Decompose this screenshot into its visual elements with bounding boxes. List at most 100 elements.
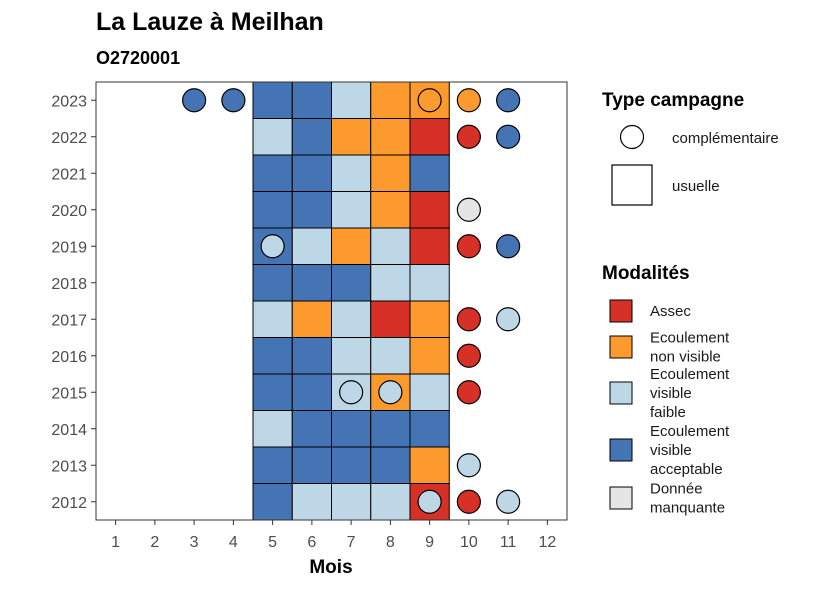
- chart-subtitle: O2720001: [96, 48, 180, 68]
- tile-2020-9: [409, 191, 450, 229]
- point-2019-11: [496, 234, 521, 259]
- point-2022-11: [496, 124, 521, 149]
- tile-2014-8: [370, 410, 411, 448]
- point-2016-10: [456, 343, 481, 368]
- legend-label-manquante-1: manquante: [650, 500, 725, 517]
- point-2019-10: [456, 234, 481, 259]
- x-tick-label-9: 9: [425, 534, 434, 551]
- tile-2023-8: [370, 81, 411, 119]
- point-2012-9: [417, 489, 442, 514]
- point-2012-11: [496, 489, 521, 514]
- point-2015-10: [456, 380, 481, 405]
- point-2013-10: [456, 453, 481, 478]
- tile-2018-8: [370, 264, 411, 302]
- tile-2013-7: [331, 446, 372, 484]
- legend-label-efaible-0: Ecoulement: [650, 366, 730, 383]
- x-axis-title: Mois: [309, 557, 352, 578]
- legend-label-manquante-0: Donnée: [650, 481, 703, 498]
- tile-2021-9: [409, 154, 450, 192]
- legend-key-assec: [609, 299, 633, 323]
- tile-2013-5: [252, 446, 293, 484]
- point-2017-10: [456, 307, 481, 332]
- tile-2012-5: [252, 483, 293, 521]
- tile-2012-6: [291, 483, 332, 521]
- tile-2019-6: [291, 227, 332, 265]
- y-tick-label-2017: 2017: [51, 312, 87, 329]
- legend-label-eacceptable-0: Ecoulement: [650, 423, 730, 440]
- y-tick-label-2013: 2013: [51, 458, 87, 475]
- y-tick-label-2016: 2016: [51, 349, 87, 366]
- tile-2018-9: [409, 264, 450, 302]
- tile-2023-7: [331, 81, 372, 119]
- legend-key-enonvisible: [609, 335, 633, 359]
- tile-2023-5: [252, 81, 293, 119]
- legend-key-manquante: [609, 486, 633, 510]
- tile-2018-7: [331, 264, 372, 302]
- tile-2018-6: [291, 264, 332, 302]
- y-tick-label-2021: 2021: [51, 166, 87, 183]
- tile-2021-7: [331, 154, 372, 192]
- legend-square-key: [611, 164, 653, 206]
- tile-2012-7: [331, 483, 372, 521]
- tile-2020-5: [252, 191, 293, 229]
- point-2023-9: [417, 88, 442, 113]
- tile-2013-6: [291, 446, 332, 484]
- x-tick-label-12: 12: [538, 534, 556, 551]
- legend-label-efaible-2: faible: [650, 404, 686, 421]
- x-tick-label-7: 7: [347, 534, 356, 551]
- tile-2018-5: [252, 264, 293, 302]
- point-2015-7: [339, 380, 364, 405]
- tile-2016-7: [331, 337, 372, 375]
- tile-2017-8: [370, 300, 411, 338]
- x-tick-label-6: 6: [307, 534, 316, 551]
- tile-2016-9: [409, 337, 450, 375]
- tile-2013-8: [370, 446, 411, 484]
- tile-2017-5: [252, 300, 293, 338]
- point-2023-11: [496, 88, 521, 113]
- x-tick-label-1: 1: [111, 534, 120, 551]
- x-tick-label-11: 11: [500, 534, 517, 551]
- y-tick-label-2020: 2020: [51, 203, 87, 220]
- tile-2022-8: [370, 118, 411, 156]
- tile-2020-8: [370, 191, 411, 229]
- y-tick-label-2014: 2014: [51, 422, 87, 439]
- y-tick-label-2012: 2012: [51, 495, 87, 512]
- tile-2020-7: [331, 191, 372, 229]
- tile-2012-8: [370, 483, 411, 521]
- tile-2021-6: [291, 154, 332, 192]
- x-tick-label-8: 8: [386, 534, 395, 551]
- x-tick-label-3: 3: [190, 534, 199, 551]
- tile-2017-9: [409, 300, 450, 338]
- point-2022-10: [456, 124, 481, 149]
- chart-title: La Lauze à Meilhan: [96, 8, 324, 36]
- tile-2023-6: [291, 81, 332, 119]
- tile-2015-6: [291, 373, 332, 411]
- tile-2014-9: [409, 410, 450, 448]
- tile-2019-7: [331, 227, 372, 265]
- tile-2016-5: [252, 337, 293, 375]
- point-2023-4: [221, 88, 246, 113]
- x-tick-label-10: 10: [460, 534, 478, 551]
- legend-label-assec-0: Assec: [650, 303, 691, 320]
- x-tick-label-4: 4: [229, 534, 238, 551]
- tile-2022-9: [409, 118, 450, 156]
- tile-2016-8: [370, 337, 411, 375]
- tile-2022-6: [291, 118, 332, 156]
- legend-shape-label-1: usuelle: [672, 178, 720, 195]
- legend-label-enonvisible-0: Ecoulement: [650, 330, 730, 347]
- point-2020-10: [456, 197, 481, 222]
- tile-2022-7: [331, 118, 372, 156]
- x-tick-label-2: 2: [150, 534, 159, 551]
- legend-shape-title: Type campagne: [602, 90, 744, 111]
- legend: Type campagne complémentaire usuelle Modali…: [602, 90, 779, 517]
- legend-key-efaible: [609, 381, 633, 405]
- tile-2020-6: [291, 191, 332, 229]
- point-2023-10: [456, 88, 481, 113]
- legend-label-efaible-1: visible: [650, 385, 692, 402]
- panel-border: [95, 81, 568, 521]
- x-tick-label-5: 5: [268, 534, 277, 551]
- tile-2014-7: [331, 410, 372, 448]
- plot-area: 2023 2022 2021 2020 2019 2018 2017 2016 2015 2014…: [51, 81, 568, 551]
